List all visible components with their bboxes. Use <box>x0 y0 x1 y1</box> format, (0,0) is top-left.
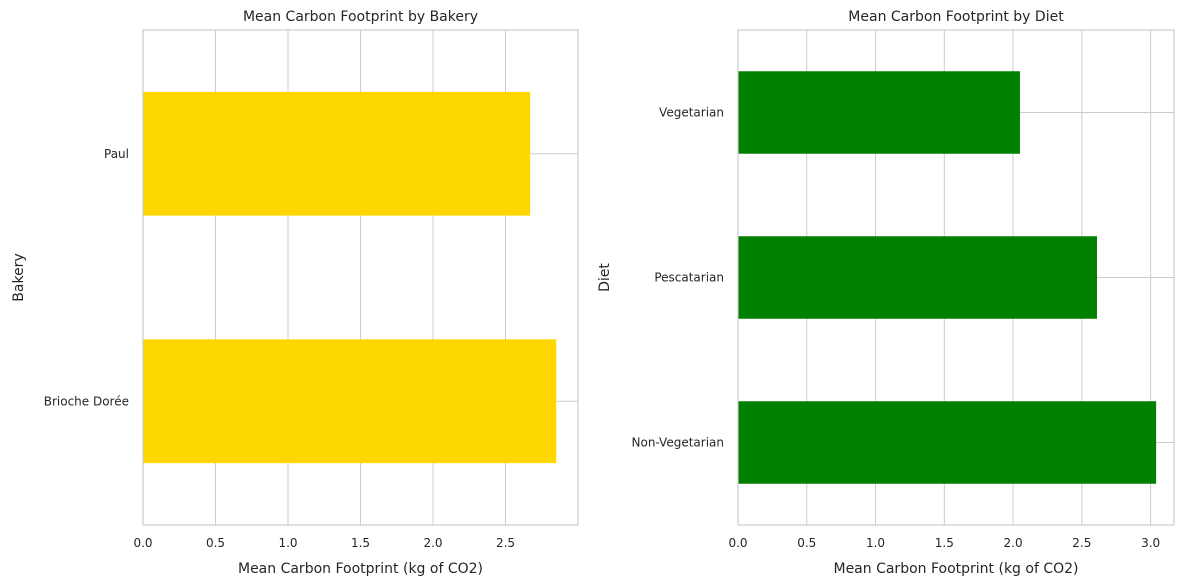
bar <box>143 339 557 464</box>
chart-title: Mean Carbon Footprint by Bakery <box>243 9 478 25</box>
x-tick-label: 2.0 <box>1004 536 1023 550</box>
y-tick-label: Vegetarian <box>659 106 724 120</box>
chart-panel-diet: 0.0 0.5 1.0 1.5 2.0 2.5 3.0 Non-Vegetarian Pesca… <box>597 9 1175 577</box>
y-tick-label: Pescatarian <box>654 271 724 285</box>
axes-frame <box>142 29 579 526</box>
y-tick-label: Brioche Dorée <box>44 394 129 408</box>
bar <box>738 236 1097 319</box>
x-axis-label: Mean Carbon Footprint (kg of CO2) <box>833 561 1078 577</box>
x-tick-label: 1.0 <box>866 536 885 550</box>
y-axis-label: Bakery <box>11 253 27 301</box>
chart-title: Mean Carbon Footprint by Diet <box>848 9 1064 25</box>
y-axis-label: Diet <box>597 263 613 292</box>
x-tick-label: 1.5 <box>351 536 370 550</box>
bar <box>738 71 1020 154</box>
x-tick-label: 0.5 <box>206 536 225 550</box>
bar <box>143 91 531 216</box>
x-tick-label: 3.0 <box>1141 536 1160 550</box>
axes-frame <box>737 29 1175 526</box>
x-tick-label: 0.0 <box>728 536 747 550</box>
x-tick-label: 1.5 <box>935 536 954 550</box>
x-tick-label: 0.0 <box>133 536 152 550</box>
x-tick-label: 2.5 <box>1072 536 1091 550</box>
chart-panel-bakery: 0.0 0.5 1.0 1.5 2.0 2.5 Brioche Dorée Paul Mean … <box>11 9 579 577</box>
x-tick-label: 2.5 <box>496 536 515 550</box>
x-tick-label: 2.0 <box>423 536 442 550</box>
x-tick-label: 1.0 <box>278 536 297 550</box>
bar <box>738 401 1157 484</box>
x-axis-label: Mean Carbon Footprint (kg of CO2) <box>238 561 483 577</box>
y-tick-label: Paul <box>104 147 129 161</box>
x-tick-label: 0.5 <box>797 536 816 550</box>
y-tick-label: Non-Vegetarian <box>632 436 725 450</box>
